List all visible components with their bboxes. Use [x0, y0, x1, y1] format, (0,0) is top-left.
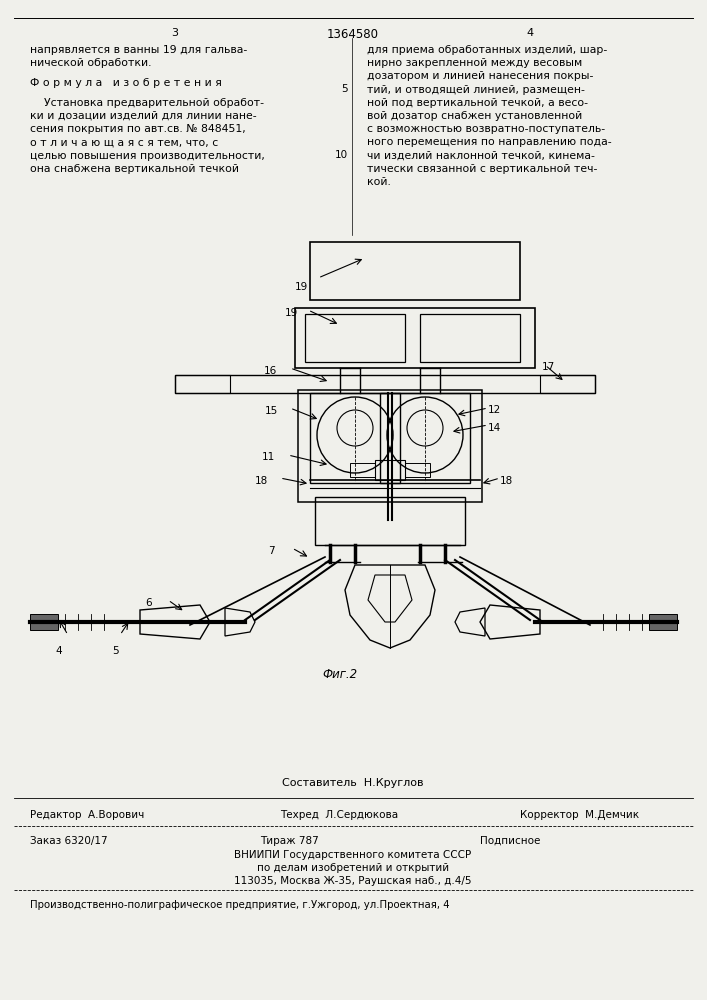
Text: 19: 19 [295, 282, 308, 292]
Text: по делам изобретений и открытий: по делам изобретений и открытий [257, 863, 449, 873]
Text: для приема обработанных изделий, шар-: для приема обработанных изделий, шар- [367, 45, 607, 55]
Text: 15: 15 [265, 406, 279, 416]
Bar [298, 390, 482, 502]
Text: целью повышения производительности,: целью повышения производительности, [30, 151, 265, 161]
Bar [649, 614, 677, 630]
Text: Ф о р м у л а   и з о б р е т е н и я: Ф о р м у л а и з о б р е т е н и я [30, 78, 222, 88]
Text: дозатором и линией нанесения покры-: дозатором и линией нанесения покры- [367, 71, 593, 81]
Text: Фиг.2: Фиг.2 [322, 668, 358, 681]
Text: Составитель  Н.Круглов: Составитель Н.Круглов [282, 778, 423, 788]
Text: 17: 17 [542, 362, 555, 372]
Bar [380, 393, 470, 483]
Text: Тираж 787: Тираж 787 [260, 836, 319, 846]
Text: 16: 16 [264, 366, 277, 376]
Text: 12: 12 [488, 405, 501, 415]
Text: напрявляется в ванны 19 для гальва-: напрявляется в ванны 19 для гальва- [30, 45, 247, 55]
Text: Подписное: Подписное [480, 836, 540, 846]
Text: 18: 18 [255, 476, 268, 486]
Text: 19: 19 [285, 308, 298, 318]
Text: сения покрытия по авт.св. № 848451,: сения покрытия по авт.св. № 848451, [30, 124, 246, 134]
Bar [420, 314, 520, 362]
Text: 113035, Москва Ж-35, Раушская наб., д.4/5: 113035, Москва Ж-35, Раушская наб., д.4/… [234, 876, 472, 886]
Text: Производственно-полиграфическое предприятие, г.Ужгород, ул.Проектная, 4: Производственно-полиграфическое предприя… [30, 900, 450, 910]
Text: с возможностью возвратно-поступатель-: с возможностью возвратно-поступатель- [367, 124, 605, 134]
Bar [305, 314, 405, 362]
Bar [175, 375, 230, 393]
Text: Редактор  А.Ворович: Редактор А.Ворович [30, 810, 144, 820]
Bar [350, 463, 375, 477]
Text: 18: 18 [500, 476, 513, 486]
Text: Заказ 6320/17: Заказ 6320/17 [30, 836, 107, 846]
Bar [310, 242, 520, 300]
Text: Корректор  М.Демчик: Корректор М.Демчик [520, 810, 639, 820]
Bar [310, 393, 400, 483]
Bar [405, 463, 430, 477]
Text: ВНИИПИ Государственного комитета СССР: ВНИИПИ Государственного комитета СССР [235, 850, 472, 860]
Text: 4: 4 [55, 646, 62, 656]
Text: 5: 5 [112, 646, 119, 656]
Text: тий, и отводящей линией, размещен-: тий, и отводящей линией, размещен- [367, 85, 585, 95]
Text: 1364580: 1364580 [327, 28, 379, 41]
Text: 5: 5 [341, 84, 348, 94]
Text: нической обработки.: нической обработки. [30, 58, 151, 68]
Text: ного перемещения по направлению пода-: ного перемещения по направлению пода- [367, 137, 612, 147]
Text: она снабжена вертикальной течкой: она снабжена вертикальной течкой [30, 164, 239, 174]
Bar [295, 308, 535, 368]
Text: о т л и ч а ю щ а я с я тем, что, с: о т л и ч а ю щ а я с я тем, что, с [30, 137, 218, 147]
Text: нирно закрепленной между весовым: нирно закрепленной между весовым [367, 58, 583, 68]
Bar [540, 375, 595, 393]
Text: 3: 3 [172, 28, 178, 38]
Text: кой.: кой. [367, 177, 391, 187]
Text: Техред  Л.Сердюкова: Техред Л.Сердюкова [280, 810, 398, 820]
Text: 11: 11 [262, 452, 275, 462]
Bar [30, 614, 58, 630]
Text: ной под вертикальной течкой, а весо-: ной под вертикальной течкой, а весо- [367, 98, 588, 108]
Text: вой дозатор снабжен установленной: вой дозатор снабжен установленной [367, 111, 583, 121]
Text: 10: 10 [335, 150, 348, 160]
Text: чи изделий наклонной течкой, кинема-: чи изделий наклонной течкой, кинема- [367, 151, 595, 161]
Bar [175, 375, 595, 393]
Text: Установка предварительной обработ-: Установка предварительной обработ- [30, 98, 264, 108]
Text: 4: 4 [527, 28, 534, 38]
Text: 6: 6 [145, 598, 151, 608]
Bar [375, 460, 405, 480]
Text: ки и дозации изделий для линии нане-: ки и дозации изделий для линии нане- [30, 111, 257, 121]
Text: тически связанной с вертикальной теч-: тически связанной с вертикальной теч- [367, 164, 597, 174]
Bar [315, 497, 465, 545]
Text: 7: 7 [268, 546, 274, 556]
Text: 14: 14 [488, 423, 501, 433]
